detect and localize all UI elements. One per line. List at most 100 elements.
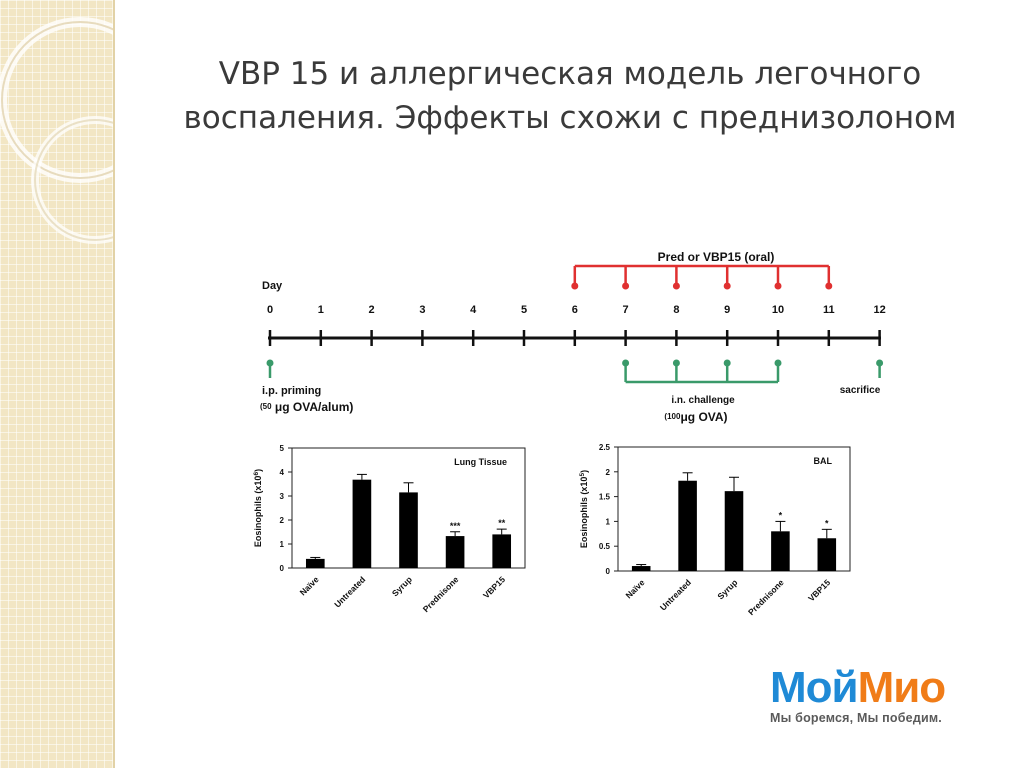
timeline-day-number: 4 bbox=[470, 304, 477, 316]
sacrifice-label: sacrifice bbox=[840, 385, 881, 396]
bar bbox=[678, 480, 697, 571]
chart-title: Lung Tissue bbox=[454, 457, 507, 467]
timeline-day-label: Day bbox=[262, 280, 283, 292]
bal-chart: 0 0.5 1 1.5 2 2.5 Eosinophils (x105) BAL Naïve Un… bbox=[579, 443, 851, 617]
category-label: VBP15 bbox=[806, 577, 832, 603]
treatment-label: Pred or VBP15 (oral) bbox=[658, 250, 775, 264]
priming-label: i.p. priming bbox=[262, 385, 321, 397]
timeline-day-number: 7 bbox=[623, 304, 629, 316]
bar bbox=[492, 534, 512, 568]
y-tick-label: 0 bbox=[606, 567, 611, 576]
priming-dose-label: (50 μg OVA/alum) bbox=[260, 400, 353, 414]
category-label: Prednisone bbox=[421, 574, 461, 614]
priming-dot bbox=[266, 359, 274, 367]
y-tick-label: 1 bbox=[280, 540, 285, 549]
category-label: VBP15 bbox=[481, 574, 507, 600]
y-axis-label-end: ) bbox=[579, 470, 589, 473]
bar bbox=[724, 491, 744, 571]
y-tick-label: 0.5 bbox=[599, 542, 611, 551]
treatment-dose-dot bbox=[672, 282, 680, 290]
y-tick-label: 2.5 bbox=[599, 443, 611, 452]
y-tick-label: 2 bbox=[606, 468, 611, 477]
timeline-day-number: 8 bbox=[673, 304, 679, 316]
timeline: Day 0 1 2 3 4 5 6 7 8 9 10 11 12 Pred or VBP15 (oral… bbox=[260, 250, 886, 424]
sacrifice-marker bbox=[876, 359, 884, 378]
priming-dose-rest: μg OVA/alum) bbox=[272, 400, 354, 414]
lung-tissue-chart: 0 1 2 3 4 5 Eosinophils (x106) Lung Tissue Naïve… bbox=[253, 444, 526, 614]
y-axis-label-exponent: 5 bbox=[579, 473, 586, 477]
challenge-dose-dot bbox=[622, 359, 630, 367]
category-label: Untreated bbox=[658, 577, 693, 612]
timeline-day-number: 9 bbox=[724, 304, 730, 316]
category-label: Syrup bbox=[715, 577, 739, 601]
timeline-day-ticks: 0 1 2 3 4 5 6 7 8 9 10 11 12 bbox=[267, 304, 886, 346]
slide-title-text: и аллергическая модель легочного воспале… bbox=[183, 56, 957, 136]
priming-dose-number: (50 bbox=[260, 402, 272, 411]
significance-label: * bbox=[779, 510, 783, 520]
timeline-day-number: 3 bbox=[419, 304, 425, 316]
decorative-side-band bbox=[0, 0, 115, 768]
slide-title: VBP 15 и аллергическая модель легочного … bbox=[140, 52, 1000, 140]
timeline-day-number: 0 bbox=[267, 304, 273, 316]
challenge-schedule bbox=[622, 359, 782, 384]
significance-label: ** bbox=[498, 518, 506, 528]
challenge-dose-label: (100μg OVA) bbox=[664, 410, 727, 424]
y-axis-label-main: Eosinophils (x10 bbox=[579, 477, 589, 549]
y-tick-label: 0 bbox=[280, 564, 285, 573]
timeline-day-number: 11 bbox=[823, 304, 835, 316]
y-tick-label: 4 bbox=[280, 468, 285, 477]
category-label: Naïve bbox=[624, 577, 647, 600]
bar bbox=[631, 566, 651, 571]
logo-tagline: Мы боремся, Мы победим. bbox=[770, 711, 942, 725]
y-tick-label: 1.5 bbox=[599, 493, 611, 502]
logo-part1: Мой bbox=[770, 663, 859, 712]
timeline-day-number: 5 bbox=[521, 304, 527, 316]
significance-label: *** bbox=[450, 521, 461, 531]
slide-title-highlight: VBP 15 bbox=[218, 56, 330, 92]
timeline-day-number: 6 bbox=[572, 304, 578, 316]
timeline-day-number: 1 bbox=[318, 304, 324, 316]
timeline-day-number: 12 bbox=[873, 304, 885, 316]
treatment-dose-dot bbox=[723, 282, 731, 290]
category-label: Prednisone bbox=[746, 577, 786, 617]
bar bbox=[445, 536, 465, 568]
y-axis-label-exponent: 6 bbox=[253, 472, 260, 476]
challenge-dose-number: (100 bbox=[664, 412, 681, 421]
y-axis-label-end: ) bbox=[253, 469, 263, 472]
y-tick-label: 3 bbox=[280, 492, 285, 501]
logo-wordmark: МойМио bbox=[770, 665, 990, 711]
bar bbox=[399, 492, 418, 568]
priming-marker bbox=[266, 359, 274, 378]
chart-title: BAL bbox=[814, 456, 833, 466]
timeline-day-number: 2 bbox=[369, 304, 375, 316]
challenge-dose-dot bbox=[672, 359, 680, 367]
logo-part2: Мио bbox=[857, 663, 947, 712]
decorative-rings bbox=[0, 17, 113, 244]
challenge-dose-dot bbox=[774, 359, 782, 367]
sacrifice-dot bbox=[876, 359, 884, 367]
treatment-schedule bbox=[571, 264, 833, 290]
y-axis-label-main: Eosinophils (x10 bbox=[253, 476, 263, 548]
y-axis-label: Eosinophils (x105) bbox=[579, 470, 589, 548]
bar bbox=[771, 531, 790, 571]
bar bbox=[352, 479, 372, 568]
treatment-dose-dot bbox=[774, 282, 782, 290]
y-tick-label: 2 bbox=[280, 516, 285, 525]
significance-label: * bbox=[825, 518, 829, 528]
treatment-dose-dot bbox=[571, 282, 579, 290]
challenge-dose-rest: μg OVA) bbox=[680, 410, 727, 424]
category-label: Syrup bbox=[390, 574, 414, 598]
bar bbox=[817, 538, 837, 571]
category-label: Untreated bbox=[332, 574, 367, 609]
challenge-label: i.n. challenge bbox=[671, 395, 735, 406]
y-axis-label: Eosinophils (x106) bbox=[253, 469, 263, 547]
timeline-day-number: 10 bbox=[772, 304, 784, 316]
y-tick-label: 1 bbox=[606, 517, 611, 526]
moymio-logo: МойМио Мы боремся, Мы победим. bbox=[770, 665, 990, 726]
challenge-dose-dot bbox=[723, 359, 731, 367]
category-label: Naïve bbox=[298, 574, 321, 597]
y-tick-label: 5 bbox=[280, 444, 285, 453]
treatment-dose-dot bbox=[622, 282, 630, 290]
treatment-dose-dot bbox=[825, 282, 833, 290]
